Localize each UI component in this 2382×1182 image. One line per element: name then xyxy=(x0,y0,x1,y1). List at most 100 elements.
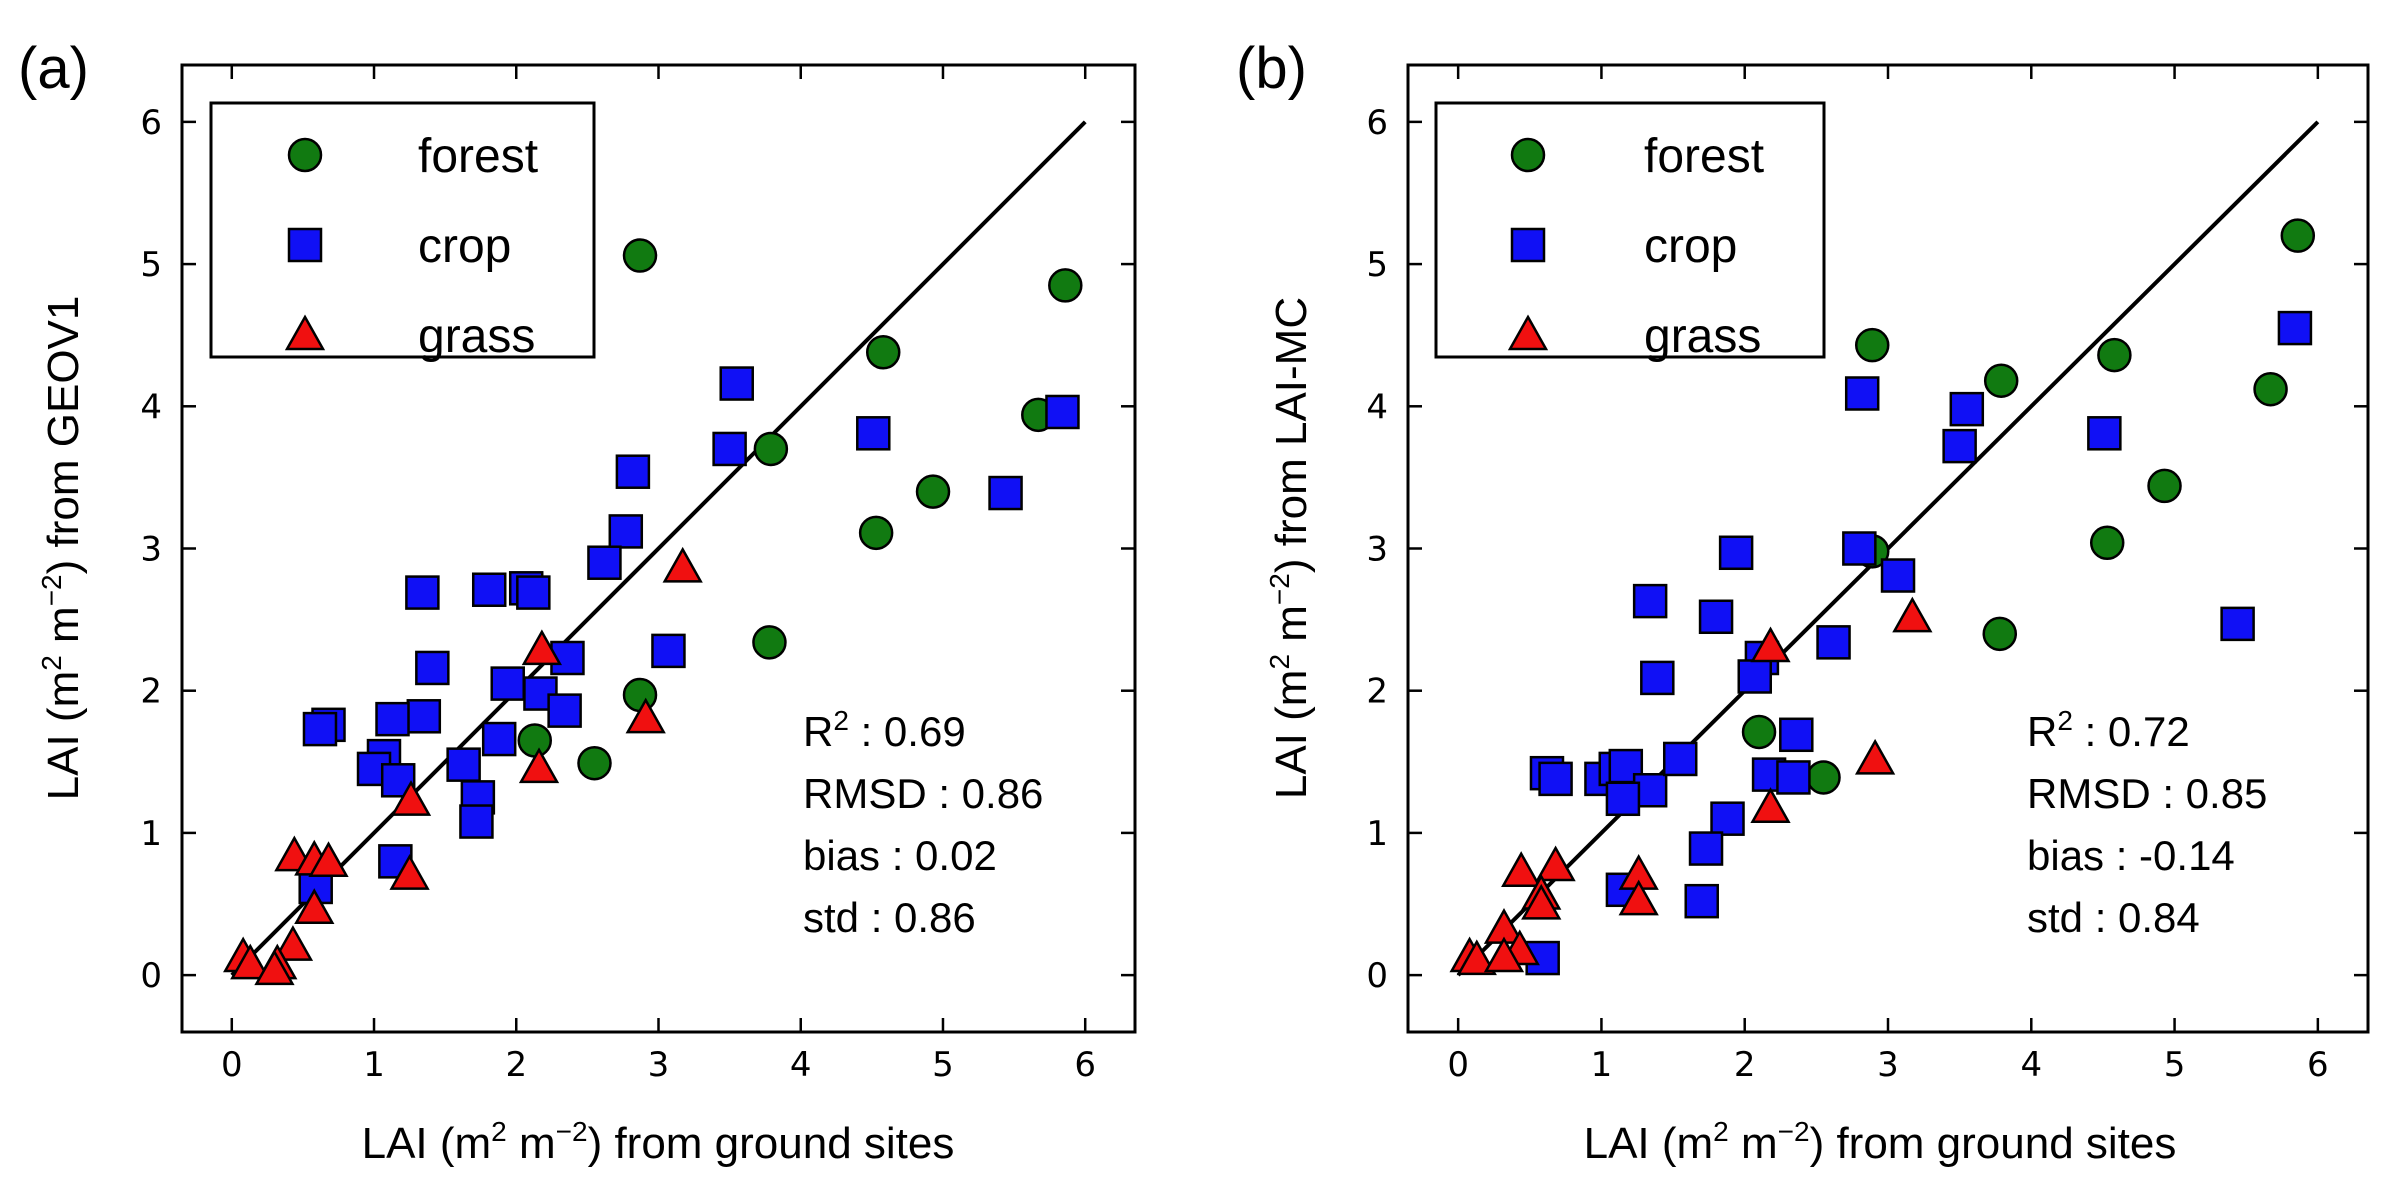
panel-a-crop-point xyxy=(615,454,651,489)
panel-b-crop-point xyxy=(1698,599,1734,635)
panel-b-crop-point xyxy=(1718,535,1754,571)
panel-a-legend-crop-marker xyxy=(287,227,323,263)
panel-b-y-axis-label: LAI (m2 m−2) from LAI-MC xyxy=(1264,297,1316,799)
panel-b-legend-crop-label: crop xyxy=(1644,220,1737,273)
panel-b-y-tick-label: 6 xyxy=(1366,103,1388,143)
panel-a-crop-point xyxy=(547,693,582,728)
panel-a-crop-point xyxy=(406,699,442,734)
panel-a-ticks: 0 1 2 3 4 5 6 0 1 2 3 4 5 6 xyxy=(140,65,1135,1085)
panel-b-x-axis-label: LAI (m2 m−2) from ground sites xyxy=(1584,1116,2177,1168)
panel-a-legend-forest-label: forest xyxy=(418,130,538,183)
panel-a-x-tick-label: 2 xyxy=(505,1045,527,1085)
panel-a-x-tick-label: 3 xyxy=(648,1045,670,1085)
panel-a-forest-point xyxy=(752,625,787,660)
panel-b-forest-point xyxy=(2147,468,2182,504)
panel-b-crop-point xyxy=(1640,660,1675,696)
panel-b-x-tick-label: 5 xyxy=(2164,1045,2186,1085)
panel-label-b: (b) xyxy=(1236,36,1307,101)
panel-b-crop-point xyxy=(1737,659,1772,694)
panel-a-grass-point xyxy=(390,780,432,816)
panel-b-forest-point xyxy=(1983,363,2019,398)
panel-b-legend-forest-label: forest xyxy=(1644,130,1764,183)
panel-a-crop-point xyxy=(719,366,754,401)
panel-b-crop-point xyxy=(1816,625,1851,660)
panel-b-grass-point xyxy=(1854,738,1896,775)
panel-b-y-tick-label: 1 xyxy=(1366,814,1388,854)
panel-b-x-tick-label: 3 xyxy=(1877,1045,1899,1085)
panel-b-crop-point xyxy=(1684,883,1719,919)
panel-b-legend-grass-marker xyxy=(1507,314,1549,351)
panel-b-std: std : 0.84 xyxy=(2027,894,2200,941)
panel-a-bias: bias : 0.02 xyxy=(803,832,997,879)
panel-a-crop-point xyxy=(712,431,747,467)
panel-b-crop-point xyxy=(1688,831,1724,866)
panel-a-data-points xyxy=(223,238,1083,986)
panel-a-x-tick-label: 5 xyxy=(932,1045,954,1085)
panel-b-x-tick-label: 2 xyxy=(1734,1045,1756,1085)
panel-b-grass-point xyxy=(1892,596,1933,633)
panel-b-y-tick-label: 0 xyxy=(1366,956,1388,996)
panel-b-crop-point xyxy=(1844,376,1880,411)
panel-a-crop-point xyxy=(587,545,622,580)
panel-a-r2: R2 : 0.69 xyxy=(803,705,966,755)
panel-b-y-tick-label: 5 xyxy=(1366,245,1388,285)
panel-b-grass-point xyxy=(1521,883,1562,920)
panel-b-x-tick-label: 4 xyxy=(2020,1045,2042,1085)
panel-a-legend-box xyxy=(209,101,596,359)
panel-a-crop-point xyxy=(856,416,891,451)
panel-b-grass-point xyxy=(1750,787,1791,823)
panel-b-crop-point xyxy=(1538,761,1573,797)
panel-b-y-tick-label: 4 xyxy=(1366,387,1388,427)
panel-a-legend-forest-marker xyxy=(287,137,323,173)
panel-b-crop-point xyxy=(1662,741,1698,777)
panel-a-grass-point xyxy=(662,546,703,583)
panel-a-x-tick-label: 6 xyxy=(1074,1045,1096,1085)
panel-a-x-tick-label: 4 xyxy=(790,1045,812,1085)
panel-a-y-tick-label: 4 xyxy=(140,387,162,427)
panel-b-grass-point xyxy=(1501,851,1542,887)
panel-b-forest-point xyxy=(2089,525,2125,561)
panel-b-crop-point xyxy=(2087,416,2122,451)
panel-b-grass-point xyxy=(1483,936,1525,973)
panel-b-crop-point xyxy=(1605,781,1641,817)
panel-b-crop-point xyxy=(2220,606,2255,642)
panel-b-forest-point xyxy=(1982,616,2018,652)
panel-b-crop-point xyxy=(1942,428,1977,464)
panel-a-crop-point xyxy=(1045,394,1080,430)
panel-b-grass-point xyxy=(1750,626,1791,663)
panel-b-ticks: 0 1 2 3 4 5 6 0 1 2 3 4 5 6 xyxy=(1366,65,2368,1085)
panel-a-forest-point xyxy=(1048,268,1083,303)
panel-a-crop-point xyxy=(446,747,481,782)
panel-b-forest-point xyxy=(2097,337,2132,373)
panel-b-forest-point xyxy=(1806,760,1841,795)
panel-b-rmsd: RMSD : 0.85 xyxy=(2027,770,2267,817)
panel-b-crop-point xyxy=(1949,391,1985,427)
panel-a-crop-point xyxy=(405,575,440,610)
panel-b-stats: R2 : 0.72 RMSD : 0.85 bias : -0.14 std :… xyxy=(2027,705,2267,941)
panel-b-crop-point xyxy=(1776,760,1811,795)
panel-b-forest-point xyxy=(2280,218,2316,253)
panel-b-crop-point xyxy=(1880,558,1916,593)
panel-b-legend-box xyxy=(1434,101,1826,359)
panel-a-x-tick-label: 0 xyxy=(221,1045,243,1085)
panel-a-crop-point xyxy=(608,514,644,549)
panel-a-y-tick-label: 3 xyxy=(140,530,162,570)
panel-a-grass-point xyxy=(521,629,563,666)
panel-b-legend-grass-label: grass xyxy=(1644,310,1761,363)
panel-b-y-tick-label: 2 xyxy=(1366,672,1388,712)
panel-b-grass-point xyxy=(1618,879,1659,916)
panel-a-crop-point xyxy=(471,572,507,607)
panel-b-grass-point xyxy=(1535,845,1576,882)
panel-a-legend-grass-label: grass xyxy=(418,310,535,363)
panel-b-bias: bias : -0.14 xyxy=(2027,832,2235,879)
panel-a-grass-point xyxy=(518,747,560,784)
panel-a-forest-point xyxy=(622,238,658,273)
panel-a-one-to-one-line xyxy=(230,120,1087,977)
panel-b-crop-point xyxy=(1779,717,1814,753)
panel-a-forest-point xyxy=(858,515,894,551)
panel-label-a: (a) xyxy=(18,36,89,101)
panel-a-crop-point xyxy=(988,475,1023,511)
panel-a-legend-grass-marker xyxy=(284,314,326,351)
panel-b-legend-crop-marker xyxy=(1510,227,1546,263)
panel-a-grass-point xyxy=(294,888,335,924)
